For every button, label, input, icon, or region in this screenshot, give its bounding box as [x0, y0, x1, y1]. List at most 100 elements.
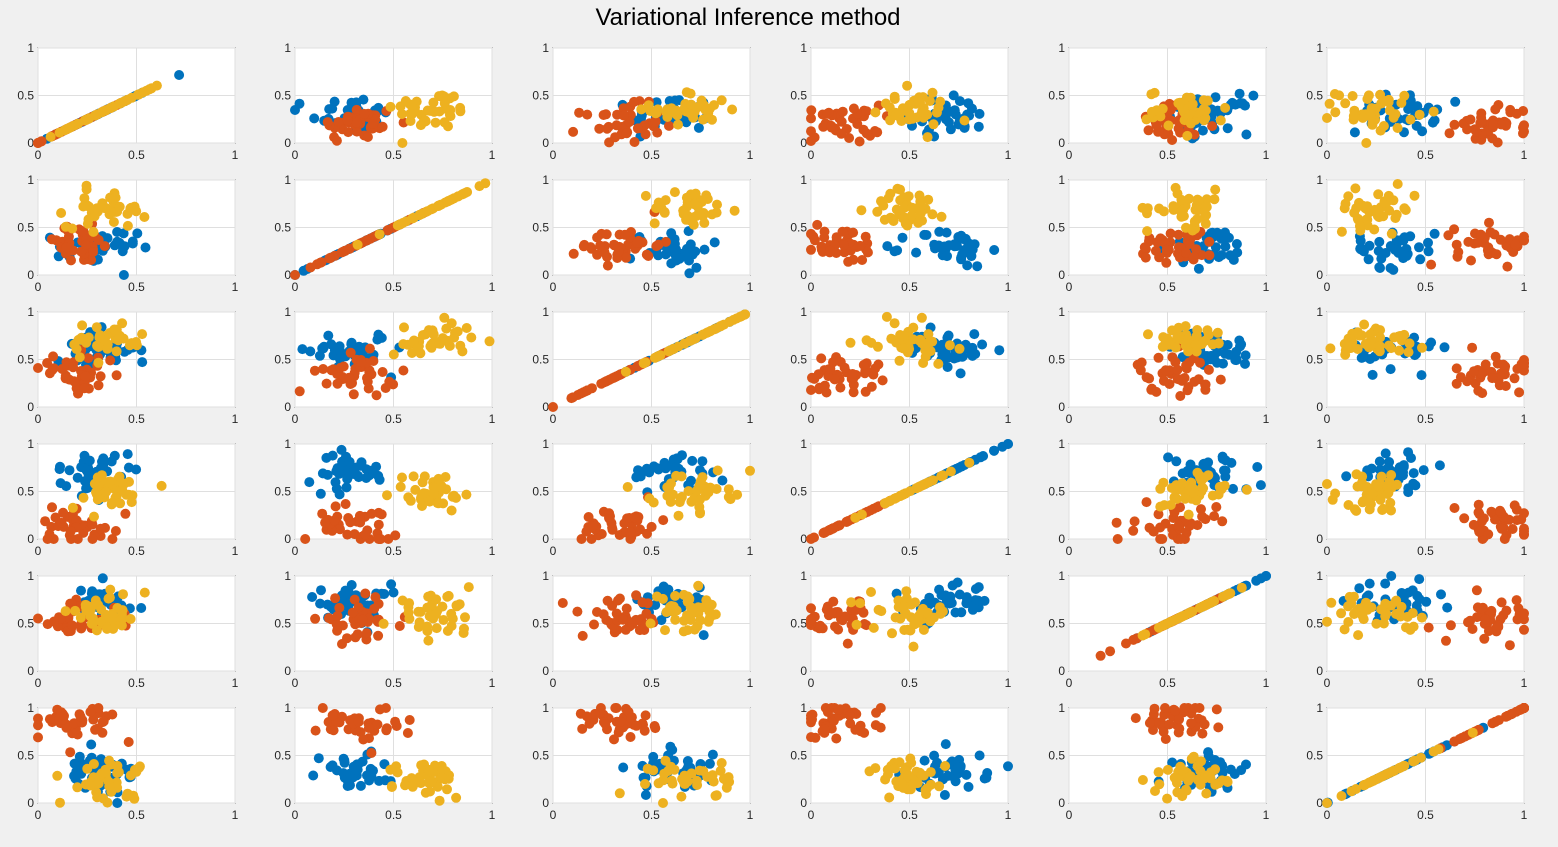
scatter-point: [1403, 487, 1414, 498]
subplot-r3-c4: 0 0.5 100.51: [790, 305, 1011, 426]
scatter-point: [1193, 374, 1204, 385]
scatter-point: [315, 257, 326, 268]
scatter-point: [848, 227, 859, 238]
x-tick-label: 0: [292, 280, 299, 294]
scatter-points: [33, 573, 150, 637]
scatter-point: [1330, 488, 1341, 499]
scatter-point: [686, 475, 696, 486]
scatter-point: [1462, 124, 1473, 135]
scatter-point: [85, 706, 96, 717]
scatter-point: [836, 116, 847, 127]
scatter-point: [1374, 341, 1385, 352]
scatter-point: [680, 771, 690, 782]
scatter-points: [33, 318, 148, 399]
scatter-point: [864, 766, 875, 777]
x-tick-label: 0.5: [1417, 544, 1434, 558]
x-tick-label: 1: [1263, 544, 1270, 558]
scatter-point: [395, 101, 406, 112]
scatter-point: [88, 759, 99, 769]
scatter-point: [1357, 200, 1368, 211]
scatter-point: [1255, 480, 1266, 491]
x-tick-label: 1: [489, 676, 496, 690]
scatter-point: [1324, 98, 1335, 109]
scatter-point: [1182, 130, 1193, 141]
y-tick-label: 0.5: [1306, 485, 1323, 499]
scatter-point: [1354, 583, 1365, 594]
y-tick-label: 1: [284, 173, 291, 187]
scatter-point: [352, 629, 363, 640]
scatter-point: [819, 380, 830, 391]
scatter-point: [1167, 757, 1178, 768]
scatter-point: [375, 534, 386, 544]
scatter-point: [47, 502, 57, 513]
scatter-point: [931, 107, 942, 118]
scatter-point: [137, 357, 148, 368]
scatter-point: [415, 776, 426, 787]
scatter-points: [806, 703, 1013, 803]
scatter-point: [1211, 502, 1222, 512]
scatter-point: [1491, 249, 1502, 260]
scatter-point: [582, 385, 593, 396]
scatter-point: [826, 121, 837, 131]
scatter-point: [1343, 191, 1354, 202]
scatter-point: [484, 336, 495, 347]
scatter-point: [1410, 755, 1420, 766]
scatter-point: [355, 780, 366, 791]
x-tick-label: 1: [1263, 280, 1270, 294]
scatter-point: [1511, 108, 1522, 119]
y-tick-label: 1: [800, 173, 807, 187]
scatter-point: [858, 359, 869, 370]
scatter-point: [958, 234, 968, 244]
scatter-point: [1184, 772, 1195, 783]
scatter-point: [815, 620, 826, 631]
scatter-point: [360, 529, 371, 540]
scatter-point: [1183, 608, 1194, 619]
scatter-point: [65, 526, 76, 537]
scatter-point: [670, 590, 681, 601]
scatter-point: [77, 320, 88, 331]
scatter-point: [927, 209, 938, 220]
scatter-point: [332, 611, 343, 621]
scatter-point: [354, 510, 365, 521]
scatter-point: [78, 492, 89, 503]
scatter-point: [1213, 252, 1224, 263]
scatter-point: [704, 758, 715, 769]
scatter-point: [925, 779, 936, 790]
scatter-point: [364, 343, 375, 354]
x-tick-label: 0: [1066, 280, 1073, 294]
subplot-r2-c6: 0 0.5 100.51: [1306, 173, 1529, 294]
scatter-point: [1192, 520, 1203, 531]
scatter-point: [110, 192, 121, 203]
scatter-point: [318, 343, 329, 354]
scatter-point: [1479, 633, 1490, 644]
scatter-point: [648, 497, 659, 508]
scatter-point: [1380, 578, 1391, 589]
scatter-point: [408, 213, 419, 224]
scatter-point: [1418, 465, 1429, 476]
scatter-point: [1488, 119, 1499, 130]
scatter-point: [1172, 364, 1183, 375]
scatter-point: [1519, 235, 1529, 246]
scatter-point: [697, 456, 708, 467]
scatter-point: [833, 705, 844, 715]
scatter-point: [1393, 331, 1404, 342]
scatter-point: [1462, 376, 1473, 387]
scatter-point: [1429, 228, 1440, 239]
scatter-point: [1334, 90, 1345, 101]
scatter-point: [614, 788, 625, 799]
scatter-points: [806, 80, 985, 147]
scatter-point: [707, 209, 717, 220]
scatter-point: [1180, 493, 1191, 504]
scatter-point: [1336, 608, 1347, 619]
y-tick-label: 0: [1058, 664, 1065, 678]
scatter-point: [317, 703, 328, 713]
scatter-point: [1261, 571, 1271, 581]
scatter-point: [690, 188, 701, 199]
scatter-point: [114, 237, 125, 248]
scatter-point: [1449, 119, 1460, 130]
scatter-point: [665, 496, 676, 507]
scatter-point: [1220, 227, 1230, 238]
scatter-point: [339, 588, 350, 599]
scatter-point: [974, 108, 985, 119]
scatter-point: [1352, 327, 1363, 338]
